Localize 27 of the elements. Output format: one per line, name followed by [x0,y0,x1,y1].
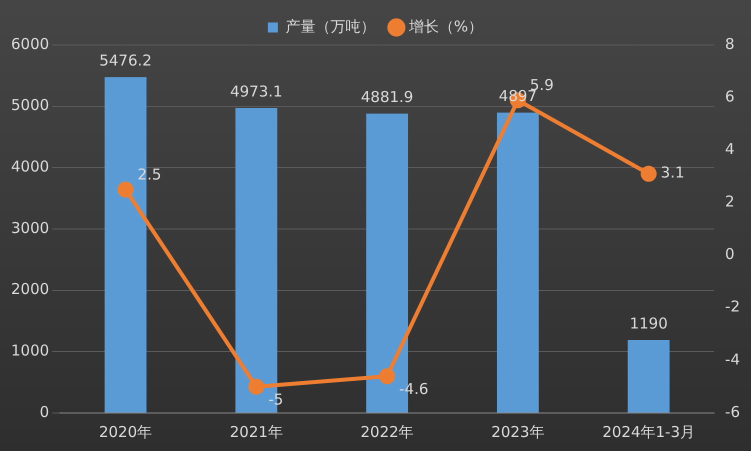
y2-tick-label: 2 [725,192,735,211]
x-tick-label: 2022年 [360,422,414,441]
y2-tick-label: -4 [725,350,740,368]
y-tick-label: 1000 [10,342,50,360]
y-tick-label: 6000 [10,34,50,53]
x-tick-label: 2024年1-3月 [602,422,695,441]
data-label: 3.1 [660,164,685,182]
data-label: 4881.9 [360,88,414,106]
y2-tick-label: -2 [725,298,740,316]
x-tick-label: 2020年 [98,422,152,441]
y2-tick-label: 8 [725,34,735,53]
y-tick-label: 5000 [10,96,50,114]
y-tick-label: 3000 [10,218,50,237]
x-tick-label: 2023年 [491,422,544,441]
legend-label: 增长（%） [408,17,484,36]
y2-tick-label: 6 [725,87,735,106]
y2-tick-label: 4 [725,140,735,158]
data-label: 4973.1 [230,82,283,100]
legend-label: 产量（万吨） [285,17,376,36]
y2-tick-label: -6 [725,402,740,421]
y-tick-label: 2000 [10,280,50,298]
y-tick-label: 4000 [10,158,50,176]
y2-tick-label: 0 [725,245,735,264]
data-label: 5476.2 [99,52,152,70]
x-tick-label: 2021年 [230,422,283,441]
data-label: 1190 [630,314,668,332]
y-tick-label: 0 [40,402,50,421]
